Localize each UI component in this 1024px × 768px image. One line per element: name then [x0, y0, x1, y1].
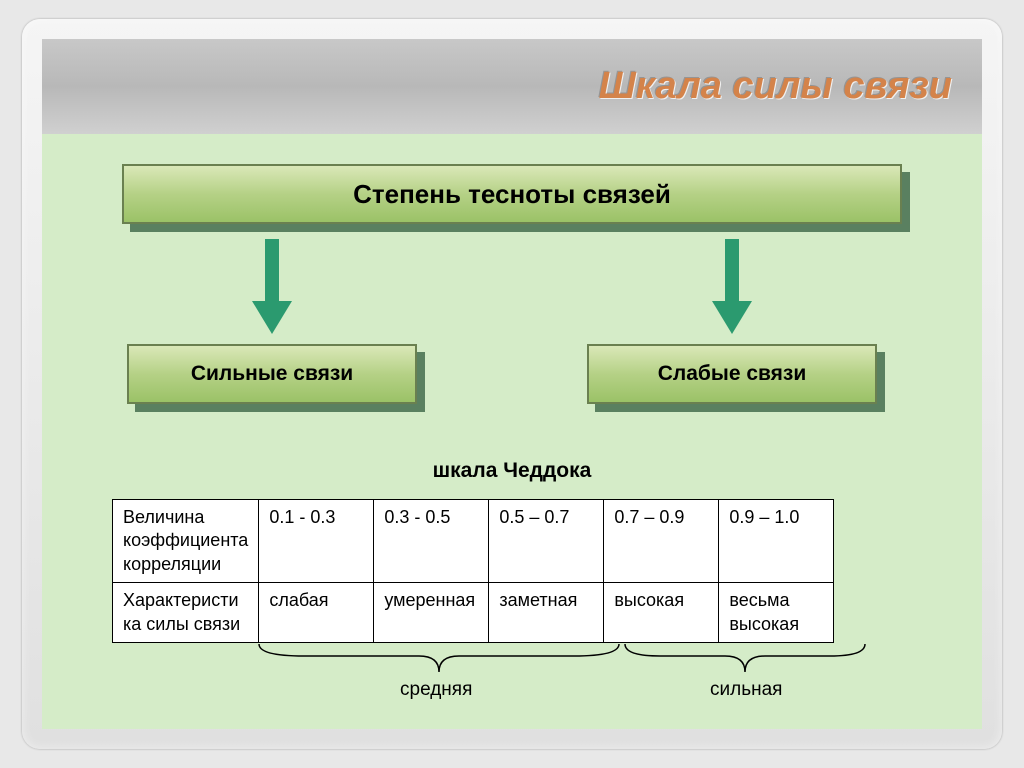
row-header: Характеристи ка силы связи	[113, 583, 259, 643]
table-cell: слабая	[259, 583, 374, 643]
content-area: Степень тесноты связей Сильные связи Сла…	[42, 134, 982, 729]
cheddock-table: Величина коэффициента корреляции 0.1 - 0…	[112, 499, 834, 643]
top-box: Степень тесноты связей	[122, 164, 902, 224]
table-cell: 0.1 - 0.3	[259, 500, 374, 583]
table-cell: 0.5 – 0.7	[489, 500, 604, 583]
table-cell: умеренная	[374, 583, 489, 643]
table-cell: весьма высокая	[719, 583, 834, 643]
brace-label-strong: сильная	[710, 679, 782, 701]
brace-medium	[254, 642, 624, 677]
left-box: Сильные связи	[127, 344, 417, 404]
header-band: Шкала силы связи	[42, 39, 982, 134]
table-cell: 0.3 - 0.5	[374, 500, 489, 583]
row-header: Величина коэффициента корреляции	[113, 500, 259, 583]
table-row: Характеристи ка силы связи слабая умерен…	[113, 583, 834, 643]
arrow-left	[252, 239, 292, 334]
top-box-container: Степень тесноты связей	[122, 164, 902, 224]
table-cell: 0.7 – 0.9	[604, 500, 719, 583]
slide-frame: Шкала силы связи Степень тесноты связей …	[22, 19, 1002, 749]
table-cell: заметная	[489, 583, 604, 643]
left-box-container: Сильные связи	[127, 344, 417, 404]
brace-label-medium: средняя	[400, 679, 472, 701]
table-row: Величина коэффициента корреляции 0.1 - 0…	[113, 500, 834, 583]
right-box-container: Слабые связи	[587, 344, 877, 404]
table-cell: высокая	[604, 583, 719, 643]
table-title: шкала Чеддока	[42, 459, 982, 483]
slide-title: Шкала силы связи	[599, 65, 952, 108]
table-cell: 0.9 – 1.0	[719, 500, 834, 583]
brace-strong	[620, 642, 870, 677]
right-box: Слабые связи	[587, 344, 877, 404]
arrow-right	[712, 239, 752, 334]
